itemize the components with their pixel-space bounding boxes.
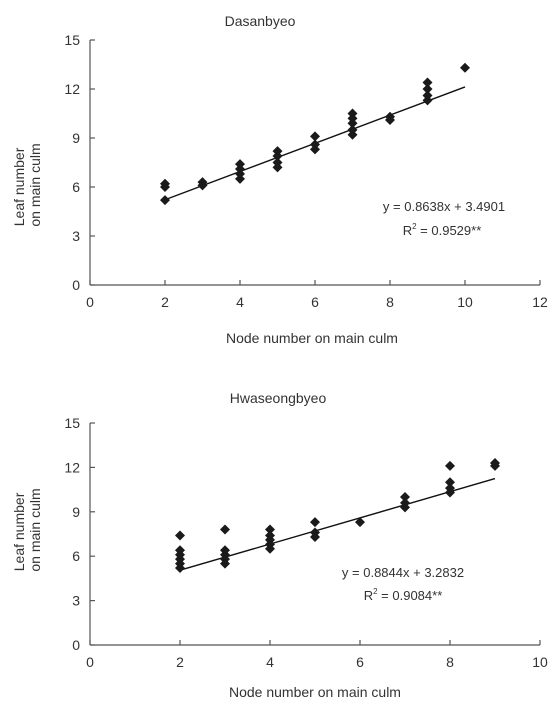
y-axis-title: Leaf number on main culm (11, 488, 43, 571)
data-point (445, 460, 455, 471)
y-tick-label: 15 (64, 415, 80, 431)
x-ticks: 0 2 4 6 8 10 (86, 640, 548, 670)
data-point (160, 195, 170, 206)
x-tick-label: 2 (161, 294, 169, 310)
chart-title: Hwaseongbyeo (230, 390, 327, 406)
data-point (310, 139, 320, 150)
r-squared-symbol: R (364, 588, 373, 603)
data-points (175, 457, 500, 574)
y-tick-label: 15 (64, 32, 80, 48)
x-tick-label: 4 (236, 294, 244, 310)
x-tick-label: 4 (266, 654, 274, 670)
y-tick-label: 6 (72, 179, 80, 195)
data-point (445, 477, 455, 488)
r-squared-value: = 0.9529** (417, 223, 482, 238)
data-point (175, 545, 185, 556)
y-axis-title-line-2: on main culm (27, 488, 43, 571)
data-point (265, 524, 275, 535)
regression-equation: y = 0.8844x + 3.2832 (342, 565, 464, 580)
data-point (310, 527, 320, 538)
data-point (310, 517, 320, 528)
data-point (422, 77, 433, 88)
x-axis-title: Node number on main culm (226, 330, 398, 346)
x-tick-label: 6 (311, 294, 319, 310)
y-tick-label: 9 (72, 130, 80, 146)
data-point (310, 131, 320, 142)
r-squared-symbol: R (403, 223, 412, 238)
data-point (272, 157, 283, 168)
data-point (160, 178, 170, 189)
data-point (460, 62, 470, 73)
data-point (347, 108, 358, 119)
y-tick-label: 12 (64, 81, 80, 97)
r-squared-superscript: 2 (412, 222, 417, 231)
y-tick-label: 0 (72, 637, 80, 653)
y-tick-label: 9 (72, 504, 80, 520)
data-points (160, 62, 470, 206)
chart-dasanbyeo: Dasanbyeo Leaf number on main culm 0 3 6 9 1… (11, 13, 548, 346)
data-point (422, 90, 433, 101)
y-axis-title: Leaf number on main culm (11, 143, 43, 226)
y-axis-title-line-1: Leaf number (11, 492, 27, 571)
x-tick-label: 8 (386, 294, 394, 310)
chart-hwaseongbyeo: Hwaseongbyeo Leaf number on main culm 0 3… (11, 390, 548, 700)
data-point (220, 545, 230, 556)
x-tick-label: 10 (457, 294, 473, 310)
y-tick-label: 3 (72, 228, 80, 244)
y-axis-title-line-1: Leaf number (11, 147, 27, 226)
data-point (400, 492, 410, 502)
x-tick-label: 0 (86, 654, 94, 670)
data-point (422, 84, 433, 94)
data-point (490, 457, 500, 468)
chart-title: Dasanbyeo (225, 13, 296, 29)
data-point (235, 159, 245, 170)
data-point (175, 530, 185, 541)
data-point (272, 146, 283, 157)
data-point (347, 124, 358, 135)
x-tick-label: 10 (532, 654, 548, 670)
x-ticks: 0 2 4 6 8 10 12 (86, 280, 548, 310)
x-tick-label: 12 (532, 294, 548, 310)
trendline (179, 477, 496, 571)
r-squared-label: R2 = 0.9084** (364, 587, 443, 603)
regression-equation: y = 0.8638x + 3.4901 (383, 199, 505, 214)
r-squared-label: R2 = 0.9529** (403, 222, 482, 238)
data-point (355, 517, 365, 528)
y-ticks: 0 3 6 9 12 15 (64, 415, 95, 653)
r-squared-value: = 0.9084** (378, 588, 443, 603)
x-tick-label: 2 (176, 654, 184, 670)
y-tick-label: 6 (72, 548, 80, 564)
x-tick-label: 0 (86, 294, 94, 310)
y-ticks: 0 3 6 9 12 15 (64, 32, 95, 293)
data-point (265, 530, 275, 541)
x-axis-title: Node number on main culm (229, 684, 401, 700)
y-tick-label: 3 (72, 593, 80, 609)
x-tick-label: 6 (356, 654, 364, 670)
x-tick-label: 8 (446, 654, 454, 670)
r-squared-superscript: 2 (373, 587, 378, 596)
data-point (385, 111, 395, 122)
y-tick-label: 0 (72, 277, 80, 293)
data-point (445, 483, 455, 494)
data-point (197, 177, 208, 188)
y-axis-title-line-2: on main culm (27, 143, 43, 226)
data-point (220, 524, 230, 535)
data-point (400, 497, 410, 508)
y-tick-label: 12 (64, 459, 80, 475)
